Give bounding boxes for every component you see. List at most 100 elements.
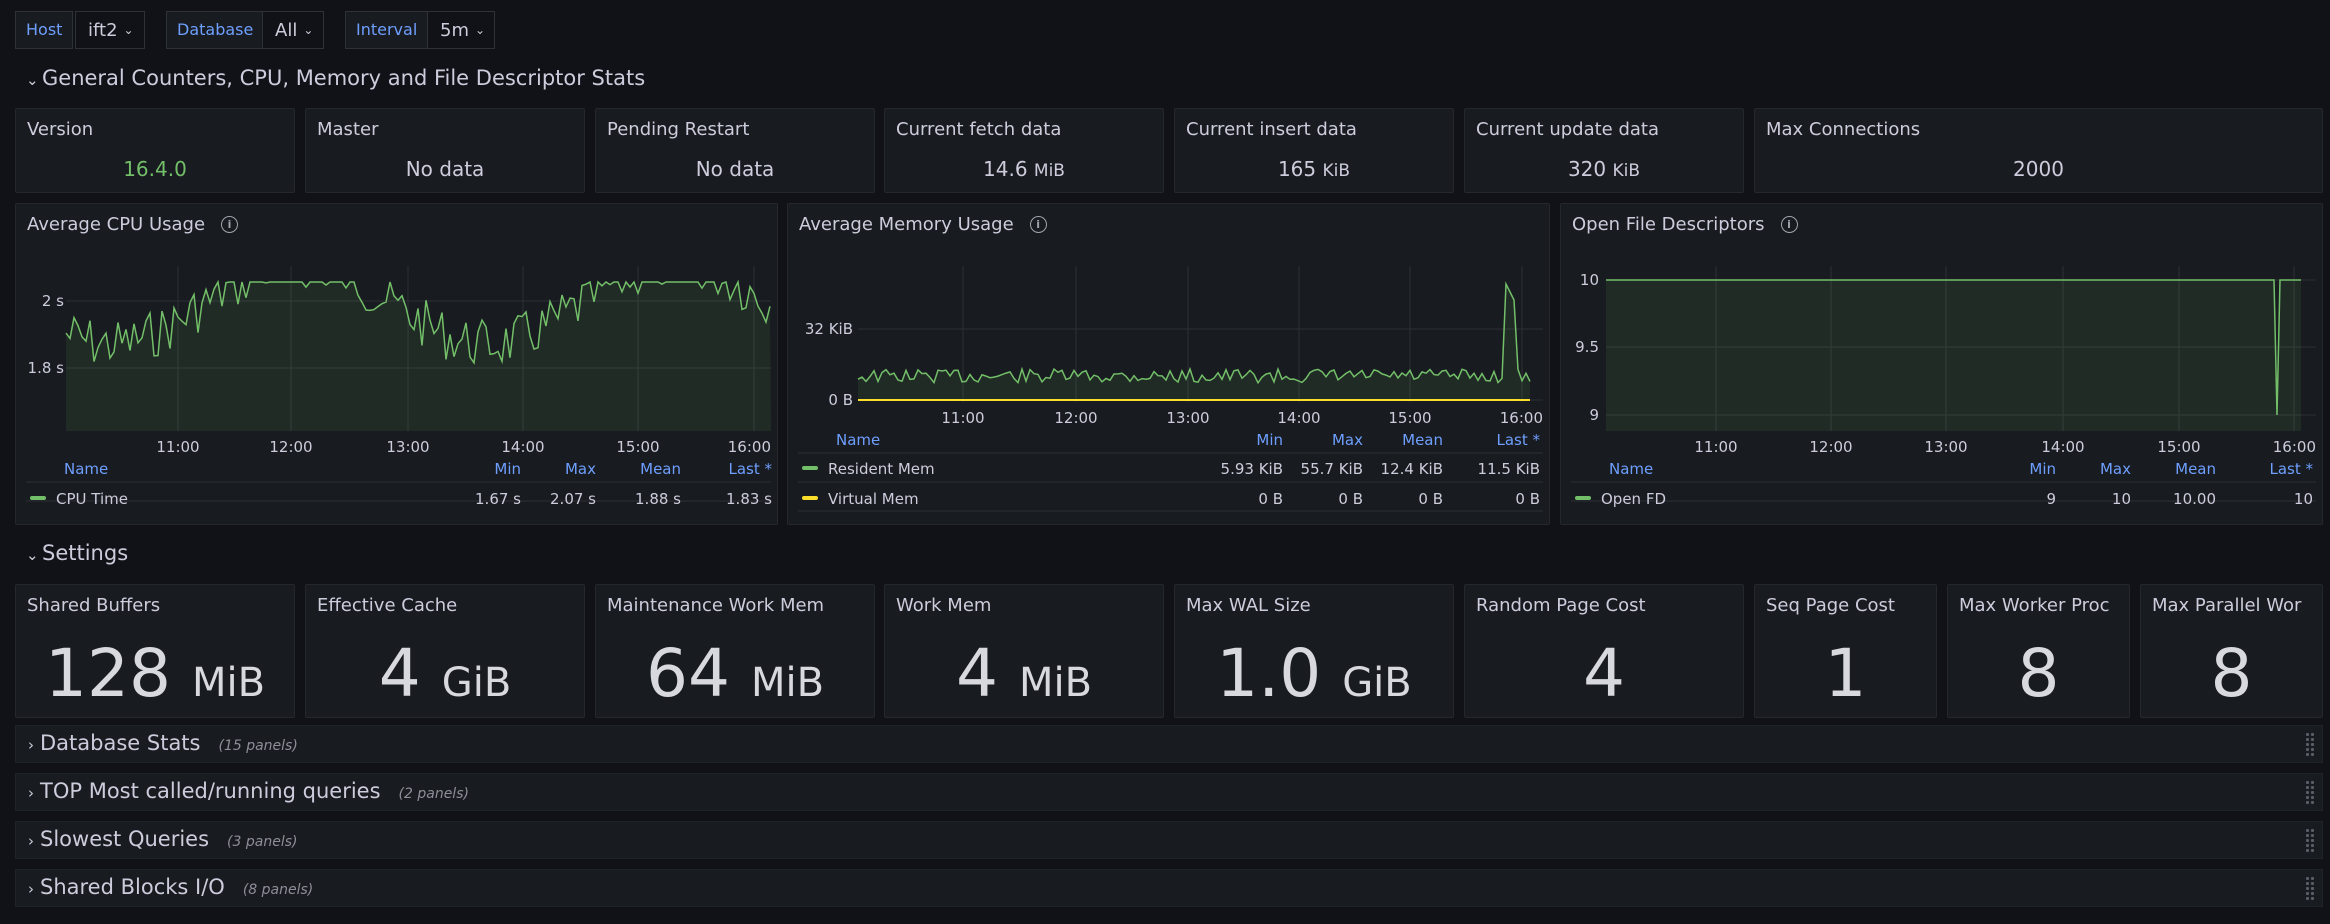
panel-title: Open File Descriptors i [1572,214,1798,235]
legend-header-max[interactable]: Max [2099,460,2131,478]
setting-value: 1.0 GiB [1216,635,1412,712]
setting-random-page-cost[interactable]: Random Page Cost 4 [1464,584,1744,718]
panel-title: Random Page Cost [1476,595,1646,616]
panel-title: Current update data [1476,119,1660,140]
setting-max-wal-size[interactable]: Max WAL Size 1.0 GiB [1174,584,1454,718]
stat-panel-fetch-data[interactable]: Current fetch data 14.6 MiB [884,108,1164,193]
row-general[interactable]: ⌄ General Counters, CPU, Memory and File … [26,66,645,90]
interval-select[interactable]: 5m ⌄ [427,11,495,49]
setting-seq-page-cost[interactable]: Seq Page Cost 1 [1754,584,1937,718]
stat-value: 2000 [2013,157,2064,181]
legend-last: 10 [2293,490,2313,508]
database-select[interactable]: All ⌄ [262,11,324,49]
row-shared-blocks-io[interactable]: › Shared Blocks I/O (8 panels) [15,869,2323,907]
panel-title: Seq Page Cost [1766,595,1895,616]
cpu-panel[interactable]: Average CPU Usage i 2 s 1.8 s 11:00 12:00… [15,203,778,525]
setting-max-parallel-workers[interactable]: Max Parallel Wor 8 [2140,584,2323,718]
legend-item-cpu-time[interactable]: CPU Time [30,490,128,508]
setting-value: 4 GiB [378,635,512,712]
legend-mean: 12.4 KiB [1380,460,1443,478]
legend-header-min[interactable]: Min [1256,431,1283,449]
row-slowest-queries[interactable]: › Slowest Queries (3 panels) [15,821,2323,859]
stat-value: 320 KiB [1567,157,1641,181]
legend-color [1575,496,1591,500]
legend-item-virtual-mem[interactable]: Virtual Mem [802,490,919,508]
x-tick: 16:00 [728,438,771,456]
x-tick: 15:00 [2157,438,2200,456]
legend-header-name[interactable]: Name [1609,460,1654,478]
legend-header-mean[interactable]: Mean [2175,460,2216,478]
legend-header-max[interactable]: Max [1331,431,1363,449]
row-database-stats[interactable]: › Database Stats (15 panels) [15,725,2323,763]
stat-panel-master[interactable]: Master No data [305,108,585,193]
panel-title: Maintenance Work Mem [607,595,825,616]
legend-last: 0 B [1515,490,1540,508]
legend-header-max[interactable]: Max [564,460,596,478]
legend-header-last[interactable]: Last * [728,460,772,478]
x-tick: 12:00 [269,438,312,456]
x-tick: 14:00 [501,438,544,456]
x-tick: 13:00 [1924,438,1967,456]
setting-effective-cache[interactable]: Effective Cache 4 GiB [305,584,585,718]
host-value: ift2 [88,20,118,41]
open-fd-area [1606,280,2301,431]
setting-maintenance-work-mem[interactable]: Maintenance Work Mem 64 MiB [595,584,875,718]
chevron-down-icon: ⌄ [26,546,39,564]
legend-header-min[interactable]: Min [2029,460,2056,478]
stat-panel-version[interactable]: Version 16.4.0 [15,108,295,193]
stat-value: 165 KiB [1277,157,1351,181]
info-icon[interactable]: i [221,216,239,233]
legend-min: 5.93 KiB [1220,460,1283,478]
x-tick: 16:00 [1500,409,1543,427]
row-top-queries[interactable]: › TOP Most called/running queries (2 panel… [15,773,2323,811]
legend-mean: 1.88 s [635,490,681,508]
x-tick: 11:00 [1694,438,1737,456]
host-select[interactable]: ift2 ⌄ [75,11,145,49]
legend-header-mean[interactable]: Mean [640,460,681,478]
panel-title: Max Connections [1766,119,1921,140]
panel-title: Current insert data [1186,119,1357,140]
drag-handle-icon[interactable] [2306,733,2316,757]
row-general-title: General Counters, CPU, Memory and File D… [42,66,646,90]
panel-title: Average Memory Usage i [799,214,1047,235]
panel-title: Master [317,119,379,140]
legend-max: 2.07 s [550,490,596,508]
legend-header-name[interactable]: Name [64,460,109,478]
legend-color [802,466,818,470]
info-icon[interactable]: i [1780,216,1798,233]
legend-mean: 10.00 [2173,490,2216,508]
legend-header-name[interactable]: Name [836,431,881,449]
chevron-right-icon: › [28,832,34,850]
setting-shared-buffers[interactable]: Shared Buffers 128 MiB [15,584,295,718]
panel-title: Work Mem [896,595,992,616]
stat-panel-update-data[interactable]: Current update data 320 KiB [1464,108,1744,193]
setting-value: 8 [2017,635,2060,712]
legend-item-open-fd[interactable]: Open FD [1575,490,1666,508]
stat-panel-max-connections[interactable]: Max Connections 2000 [1754,108,2323,193]
drag-handle-icon[interactable] [2306,829,2316,853]
x-tick: 16:00 [2273,438,2316,456]
legend-header-mean[interactable]: Mean [1402,431,1443,449]
legend-item-resident-mem[interactable]: Resident Mem [802,460,935,478]
legend-header-last[interactable]: Last * [1496,431,1540,449]
y-tick: 0 B [828,391,853,409]
x-tick: 12:00 [1054,409,1097,427]
drag-handle-icon[interactable] [2306,781,2316,805]
memory-panel[interactable]: Average Memory Usage i 32 KiB 0 B 11:00 1… [787,203,1550,525]
fd-panel[interactable]: Open File Descriptors i 10 9.5 9 11:00 12… [1560,203,2323,525]
row-title: › Database Stats (15 panels) [28,731,298,755]
setting-max-worker-proc[interactable]: Max Worker Proc 8 [1947,584,2130,718]
stat-panel-insert-data[interactable]: Current insert data 165 KiB [1174,108,1454,193]
row-settings[interactable]: ⌄ Settings [26,541,128,565]
drag-handle-icon[interactable] [2306,877,2316,901]
resident-mem-line [857,281,1531,385]
stat-value: No data [695,157,775,181]
info-icon[interactable]: i [1029,216,1047,233]
panel-title: Shared Buffers [27,595,161,616]
interval-value: 5m [440,20,469,41]
legend-header-last[interactable]: Last * [2269,460,2313,478]
legend-header-min[interactable]: Min [494,460,521,478]
row-settings-title: Settings [42,541,129,565]
setting-work-mem[interactable]: Work Mem 4 MiB [884,584,1164,718]
stat-panel-pending-restart[interactable]: Pending Restart No data [595,108,875,193]
